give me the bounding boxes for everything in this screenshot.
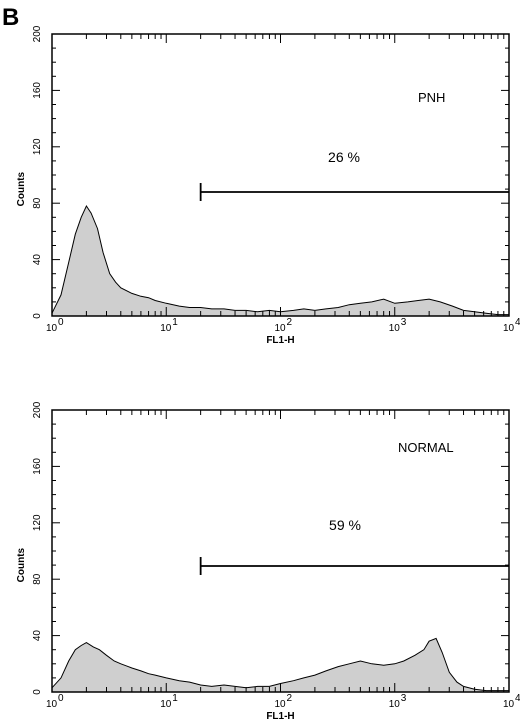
x-tick-label: 10 [46,323,58,334]
gate-percent-label: 59 % [329,517,361,533]
x-tick-label-exponent: 3 [401,317,407,328]
x-axis-title: FL1-H [266,335,294,346]
y-tick-label: 80 [32,573,43,585]
chart-panel-1: 100101102103104FL1-H04080120160200Counts… [16,25,520,346]
x-tick-label: 10 [275,323,287,334]
x-tick-label-exponent: 1 [172,317,178,328]
y-tick-label: 160 [32,82,43,99]
y-axis-title: Counts [16,171,27,206]
y-axis-title: Counts [16,547,27,582]
x-tick-label: 10 [389,323,401,334]
x-tick-label-exponent: 2 [287,317,293,328]
y-tick-label: 80 [32,197,43,209]
chart-panel-2: 100101102103104FL1-H04080120160200Counts… [16,401,520,722]
histogram-area [51,637,510,693]
x-tick-label-exponent: 0 [58,693,64,704]
sample-label: PNH [418,90,445,105]
gate-percent-label: 26 % [328,149,360,165]
y-tick-label: 120 [32,138,43,155]
x-tick-label-exponent: 3 [401,693,407,704]
sample-label: NORMAL [398,440,454,455]
plot-frame [51,33,510,317]
y-tick-label: 0 [32,689,43,695]
panel-letter: B [2,4,19,31]
y-tick-label: 200 [32,401,43,418]
x-tick-label-exponent: 4 [515,317,520,328]
x-tick-label: 10 [389,699,401,710]
x-tick-label: 10 [503,699,515,710]
y-tick-label: 40 [32,630,43,642]
y-tick-label: 0 [32,313,43,319]
histogram-area [51,204,510,317]
y-tick-label: 120 [32,514,43,531]
x-tick-label: 10 [160,699,172,710]
x-tick-label: 10 [160,323,172,334]
x-tick-label-exponent: 4 [515,693,520,704]
x-axis-title: FL1-H [266,711,294,722]
x-tick-label-exponent: 0 [58,317,64,328]
y-tick-label: 40 [32,254,43,266]
x-tick-label-exponent: 2 [287,693,293,704]
x-tick-label-exponent: 1 [172,693,178,704]
y-tick-label: 200 [32,25,43,42]
x-tick-label: 10 [503,323,515,334]
x-tick-label: 10 [46,699,58,710]
x-tick-label: 10 [275,699,287,710]
y-tick-label: 160 [32,458,43,475]
